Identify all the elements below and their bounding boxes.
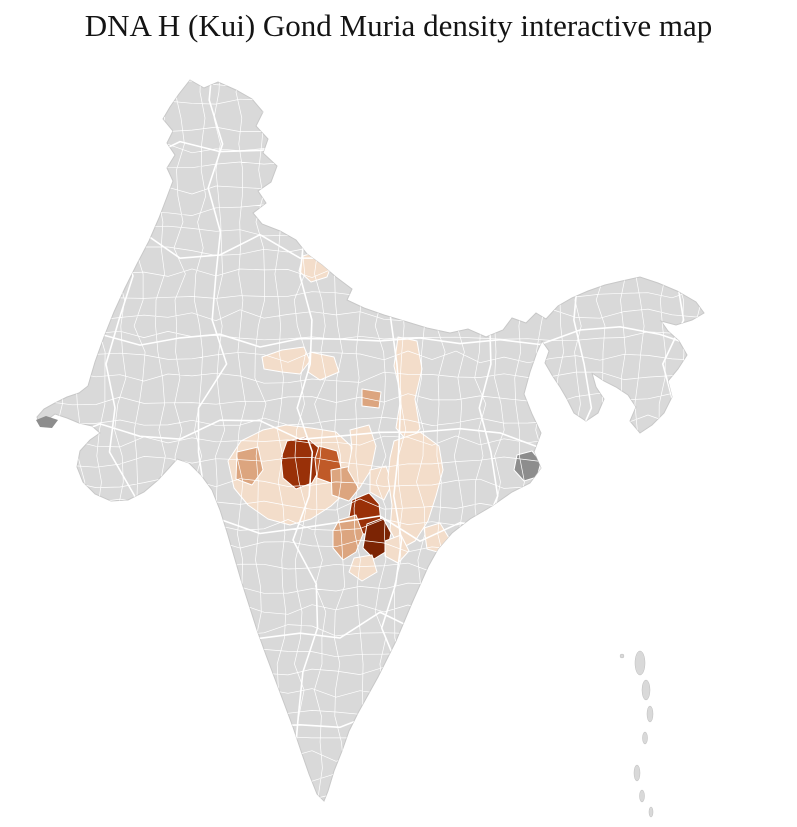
page-title: DNA H (Kui) Gond Muria density interacti… <box>84 8 713 43</box>
andaman-nicobar-islands[interactable] <box>619 650 654 818</box>
density-district[interactable] <box>332 514 364 561</box>
island[interactable] <box>642 731 648 745</box>
density-regions <box>227 249 542 582</box>
island[interactable] <box>646 705 654 723</box>
island[interactable] <box>641 679 651 701</box>
density-district[interactable] <box>348 554 378 582</box>
density-district[interactable] <box>369 465 393 501</box>
density-district[interactable] <box>347 424 377 490</box>
density-district[interactable] <box>361 388 382 409</box>
western-creek-region <box>36 416 58 428</box>
density-district[interactable] <box>261 346 311 375</box>
island[interactable] <box>648 806 654 818</box>
island[interactable] <box>619 653 625 659</box>
island[interactable] <box>633 764 641 782</box>
density-district[interactable] <box>384 534 410 564</box>
island[interactable] <box>639 789 645 803</box>
island[interactable] <box>634 650 646 676</box>
density-district[interactable] <box>387 431 444 550</box>
